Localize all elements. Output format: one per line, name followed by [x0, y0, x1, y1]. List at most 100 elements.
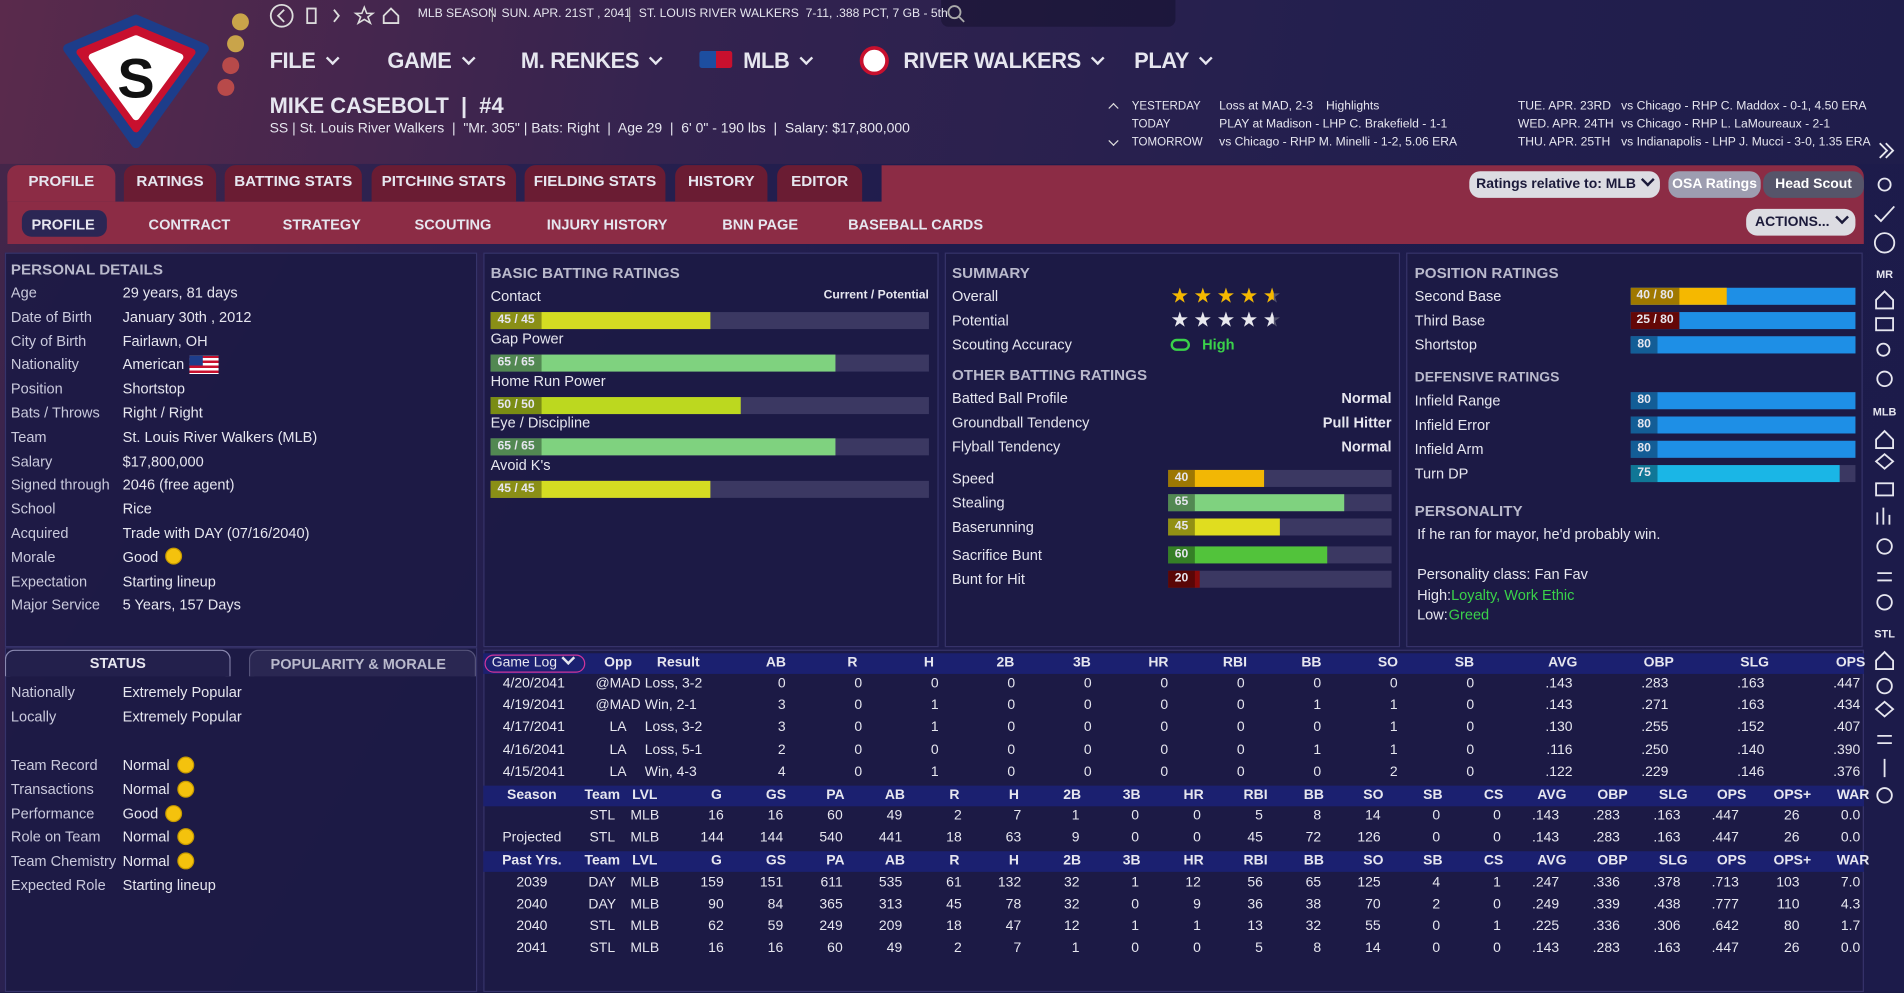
cell: 60	[827, 941, 843, 956]
detail-label: Position	[10, 380, 63, 398]
actions-button-label[interactable]: ACTIONS...	[1558, 210, 1904, 232]
subtab-label[interactable]: BASEBALL CARDS	[848, 216, 984, 234]
popularity-tab[interactable]	[248, 649, 477, 677]
star-fill: ★	[1193, 309, 1213, 332]
cell: 0	[854, 720, 863, 736]
tab[interactable]	[123, 165, 217, 202]
tab-label[interactable]: BATTING STATS	[234, 172, 353, 190]
menu-item[interactable]: PLAY	[1134, 49, 1213, 73]
column-header: 3B	[1122, 788, 1141, 803]
cell: 70	[1365, 897, 1381, 912]
status-value: Normal	[122, 756, 170, 774]
cell: 0.0	[1840, 830, 1861, 846]
cell: .339	[1592, 897, 1620, 912]
detail-value: Rice	[122, 500, 152, 518]
tab[interactable]	[7, 165, 116, 202]
separator	[491, 7, 494, 22]
subtab-label[interactable]: SCOUTING	[414, 216, 492, 234]
mlb-icon	[699, 51, 733, 69]
tab[interactable]	[777, 165, 863, 202]
cell: .447	[1711, 830, 1739, 846]
cell: LA	[609, 742, 627, 758]
nav-icons[interactable]	[265, 2, 411, 29]
subtab-selected[interactable]	[21, 210, 107, 237]
cell: 0	[1131, 830, 1140, 846]
tab[interactable]	[675, 165, 768, 202]
tab[interactable]	[524, 165, 666, 202]
cell: 0.0	[1840, 941, 1861, 956]
star: ★★	[1217, 285, 1239, 307]
cell: .116	[1546, 742, 1573, 758]
column-header[interactable]: Game Log	[492, 651, 575, 672]
cell: 0	[1493, 830, 1501, 846]
detail-label: Expectation	[10, 572, 88, 590]
menu-item[interactable]: MLB	[743, 49, 814, 73]
bar-label-box	[1630, 465, 1658, 483]
cell: .434	[1833, 698, 1861, 714]
cell: 1	[1493, 919, 1501, 934]
column-header: AB	[765, 655, 787, 671]
sidebar-icons[interactable]	[1868, 134, 1904, 814]
actions-button[interactable]	[1746, 208, 1856, 236]
cell: MLB	[630, 919, 660, 934]
column-header: GS	[765, 853, 787, 869]
schedule-game: vs Chicago - RHP M. Minelli - 1-2, 5.06 …	[1219, 136, 1458, 150]
osa-button-label[interactable]: OSA Ratings	[1672, 177, 1757, 192]
status-label: Expected Role	[10, 876, 106, 894]
column-header: R	[949, 788, 960, 803]
tab-label[interactable]: POPULARITY & MORALE	[270, 655, 446, 673]
menu-item[interactable]: RIVER WALKERS	[903, 49, 1105, 73]
subtab-label[interactable]: CONTRACT	[148, 216, 231, 234]
chevron	[649, 51, 663, 66]
subtab-label[interactable]: PROFILE	[31, 216, 95, 234]
rating-value: 45 / 45	[497, 482, 535, 496]
highlights-link[interactable]: Highlights	[1326, 99, 1380, 113]
cell: 0	[1236, 764, 1245, 780]
subtab-label[interactable]: STRATEGY	[282, 216, 361, 234]
column-header: HR	[1148, 655, 1169, 671]
cell: 4	[777, 764, 786, 780]
game-log-dropdown[interactable]	[484, 654, 586, 673]
tab-label[interactable]: PITCHING STATS	[381, 172, 506, 190]
cell: .283	[1592, 941, 1620, 956]
cell: 2	[953, 808, 962, 824]
summary-label: Batted Ball Profile	[952, 389, 1068, 407]
ratings-relative-button-label[interactable]: Ratings relative to: MLB	[1322, 172, 1808, 194]
cell: .229	[1641, 764, 1669, 780]
cell: 45	[1247, 830, 1263, 846]
cell: 0	[1493, 941, 1501, 956]
tab-label[interactable]: RATINGS	[136, 172, 204, 190]
search-box[interactable]	[941, 0, 1176, 27]
column-header: PA	[826, 788, 845, 803]
tab-label[interactable]: FIELDING STATS	[533, 172, 657, 190]
star-fill: ★	[1263, 285, 1273, 307]
tab[interactable]	[224, 165, 362, 202]
head-scout-button[interactable]	[1763, 171, 1864, 198]
ratings-relative-button[interactable]	[1469, 171, 1660, 198]
menu-item[interactable]: GAME	[387, 49, 476, 73]
tab-label[interactable]: STATUS	[89, 654, 146, 672]
bar-label-box	[490, 354, 542, 372]
cell: 0	[1466, 764, 1475, 780]
menu-item[interactable]: FILE	[270, 49, 340, 73]
cell: .283	[1592, 830, 1620, 846]
rating-label: Contact	[490, 287, 541, 305]
tab-label[interactable]: EDITOR	[791, 172, 849, 190]
tab-label[interactable]: PROFILE	[28, 172, 95, 190]
head-scout-button-label[interactable]: Head Scout	[1775, 177, 1852, 192]
tab-label[interactable]: HISTORY	[687, 172, 755, 190]
tab[interactable]	[371, 165, 517, 202]
menu-item[interactable]: M. RENKES	[521, 49, 663, 73]
subtab-label[interactable]: BNN PAGE	[722, 216, 799, 234]
cell: STL	[589, 830, 616, 846]
cell: 0	[1466, 720, 1475, 736]
column-header: Season	[507, 788, 557, 803]
rating-value: 45	[1174, 519, 1189, 534]
subtab-label[interactable]: INJURY HISTORY	[546, 216, 668, 234]
osa-button[interactable]	[1668, 171, 1761, 198]
section-title: OTHER BATTING RATINGS	[952, 366, 1148, 384]
cell: 8	[1313, 808, 1322, 824]
status-tab[interactable]	[4, 649, 231, 677]
schedule-game: PLAY at Madison - LHP C. Brakefield - 1-…	[1219, 117, 1448, 132]
